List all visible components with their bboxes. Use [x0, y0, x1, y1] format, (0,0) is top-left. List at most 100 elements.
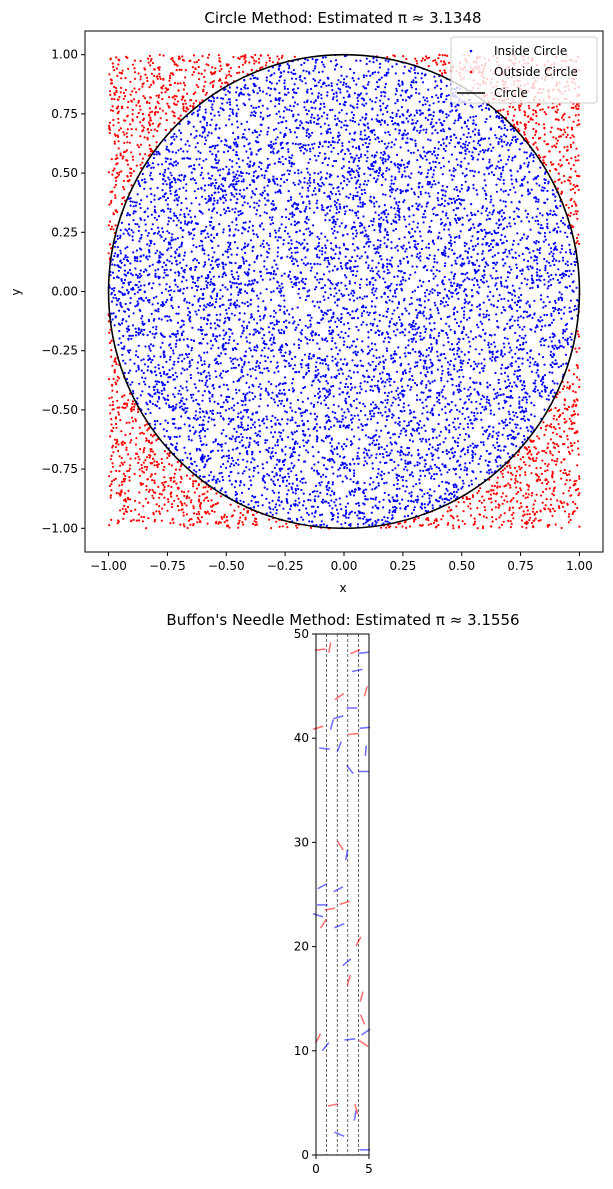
inside-point	[281, 418, 284, 421]
inside-point	[528, 365, 531, 368]
inside-point	[278, 99, 281, 102]
outside-point	[547, 481, 550, 484]
inside-point	[228, 86, 231, 89]
inside-point	[334, 59, 338, 62]
inside-point	[276, 444, 280, 447]
inside-point	[226, 288, 229, 291]
outside-point	[553, 510, 556, 513]
inside-point	[426, 180, 430, 184]
inside-point	[276, 251, 279, 254]
inside-point	[523, 151, 526, 154]
inside-point	[169, 355, 172, 358]
inside-point	[460, 350, 463, 353]
inside-point	[195, 464, 198, 467]
inside-point	[222, 151, 226, 154]
inside-point	[395, 389, 398, 392]
inside-point	[405, 247, 408, 251]
inside-point	[369, 269, 372, 272]
inside-point	[207, 184, 210, 187]
inside-point	[138, 225, 141, 228]
outside-point	[575, 204, 578, 207]
inside-point	[206, 286, 209, 289]
outside-point	[134, 418, 137, 421]
inside-point	[405, 424, 409, 427]
inside-point	[436, 307, 439, 310]
inside-point	[170, 319, 173, 322]
inside-point	[519, 238, 522, 242]
inside-point	[477, 153, 480, 156]
outside-point	[281, 54, 284, 58]
inside-point	[358, 391, 361, 394]
inside-point	[133, 259, 137, 262]
inside-point	[287, 517, 290, 520]
inside-point	[274, 191, 277, 194]
inside-point	[487, 435, 490, 438]
inside-point	[301, 329, 304, 332]
inside-point	[180, 280, 184, 283]
outside-point	[145, 423, 148, 426]
inside-point	[327, 278, 330, 281]
inside-point	[320, 523, 323, 527]
inside-point	[308, 173, 311, 176]
inside-point	[287, 150, 290, 153]
inside-point	[275, 463, 278, 466]
inside-point	[204, 381, 207, 384]
inside-point	[348, 93, 351, 96]
inside-point	[558, 260, 561, 263]
inside-point	[184, 411, 187, 414]
inside-point	[428, 182, 431, 185]
outside-point	[457, 501, 460, 504]
inside-point	[356, 455, 359, 458]
outside-point	[553, 459, 556, 463]
inside-point	[543, 181, 547, 185]
inside-point	[506, 286, 509, 289]
inside-point	[470, 401, 473, 404]
outside-point	[253, 520, 256, 523]
inside-point	[153, 427, 156, 430]
inside-point	[348, 346, 351, 349]
outside-point	[141, 431, 144, 434]
outside-point	[497, 503, 500, 506]
outside-point	[148, 124, 151, 127]
inside-point	[399, 260, 402, 263]
inside-point	[172, 135, 175, 138]
inside-point	[314, 99, 317, 102]
inside-point	[520, 194, 524, 197]
inside-point	[343, 179, 346, 183]
inside-point	[352, 399, 356, 402]
outside-point	[499, 514, 502, 517]
inside-point	[378, 229, 381, 232]
outside-point	[566, 126, 569, 129]
inside-point	[336, 117, 339, 120]
inside-point	[476, 412, 479, 415]
outside-point	[461, 520, 464, 523]
inside-point	[269, 143, 272, 146]
inside-point	[256, 136, 259, 139]
outside-point	[110, 423, 113, 426]
inside-point	[252, 114, 255, 117]
outside-point	[111, 173, 114, 176]
outside-point	[108, 331, 111, 334]
inside-point	[179, 326, 182, 329]
inside-point	[316, 301, 319, 304]
inside-point	[352, 340, 355, 343]
inside-point	[464, 250, 467, 253]
outside-point	[521, 525, 524, 528]
inside-point	[275, 82, 278, 85]
outside-point	[145, 76, 149, 79]
outside-point	[413, 518, 416, 521]
inside-point	[382, 456, 385, 459]
inside-point	[190, 221, 193, 224]
inside-point	[311, 131, 314, 134]
outside-point	[555, 142, 558, 145]
outside-point	[570, 128, 574, 131]
inside-point	[258, 405, 261, 408]
outside-point	[149, 448, 152, 451]
inside-point	[481, 149, 484, 152]
inside-point	[276, 183, 279, 186]
inside-point	[526, 352, 529, 355]
inside-point	[402, 257, 405, 260]
inside-point	[341, 414, 344, 418]
inside-point	[483, 364, 486, 367]
inside-point	[110, 312, 113, 315]
